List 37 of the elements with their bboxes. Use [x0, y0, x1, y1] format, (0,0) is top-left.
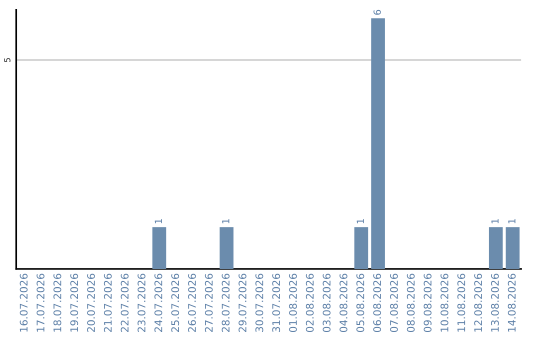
- x-tick-label: 01.08.2026: [289, 274, 297, 332]
- x-tick-label: 18.07.2026: [53, 274, 62, 332]
- x-tick-label: 21.07.2026: [104, 274, 112, 332]
- x-tick-label: 28.07.2026: [222, 274, 230, 332]
- data-label: 1: [491, 219, 499, 224]
- x-tick-label: 20.07.2026: [87, 274, 95, 332]
- x-tick-label: 30.07.2026: [255, 274, 264, 332]
- x-tick-label: 09.08.2026: [424, 274, 432, 332]
- x-tick-label: 07.08.2026: [390, 274, 398, 332]
- x-tick-label: 13.08.2026: [491, 274, 499, 332]
- x-tick-label: 29.07.2026: [238, 274, 246, 332]
- x-tick-label: 06.08.2026: [373, 274, 382, 332]
- x-tick-label: 17.07.2026: [36, 274, 44, 332]
- x-tick-label: 31.07.2026: [272, 274, 280, 332]
- data-label: 1: [154, 219, 162, 224]
- x-tick-label: 19.07.2026: [70, 274, 78, 332]
- y-tick-label: 5: [4, 58, 10, 62]
- x-tick-label: 04.08.2026: [340, 274, 348, 332]
- x-tick-label: 27.07.2026: [204, 274, 213, 332]
- x-tick-label: 02.08.2026: [306, 274, 314, 332]
- data-label: 6: [374, 10, 381, 15]
- x-tick-label: 14.08.2026: [508, 274, 516, 332]
- x-tick-label: 12.08.2026: [474, 274, 482, 332]
- data-label: 1: [508, 219, 516, 224]
- x-tick-label: 10.08.2026: [440, 274, 448, 332]
- x-tick-label: 16.07.2026: [20, 274, 28, 332]
- x-tick-label: 08.08.2026: [406, 274, 415, 332]
- x-tick-label: 05.08.2026: [356, 274, 364, 332]
- data-label: 1: [356, 219, 364, 224]
- x-tick-label: 26.07.2026: [188, 274, 196, 332]
- x-tick-label: 22.07.2026: [120, 274, 129, 332]
- data-label: 1: [222, 219, 230, 224]
- x-tick-label: 23.07.2026: [138, 274, 146, 332]
- x-tick-label: 11.08.2026: [457, 274, 466, 332]
- x-tick-label: 03.08.2026: [322, 274, 331, 332]
- x-tick-label: 25.07.2026: [171, 274, 180, 332]
- x-tick-label: 24.07.2026: [154, 274, 162, 332]
